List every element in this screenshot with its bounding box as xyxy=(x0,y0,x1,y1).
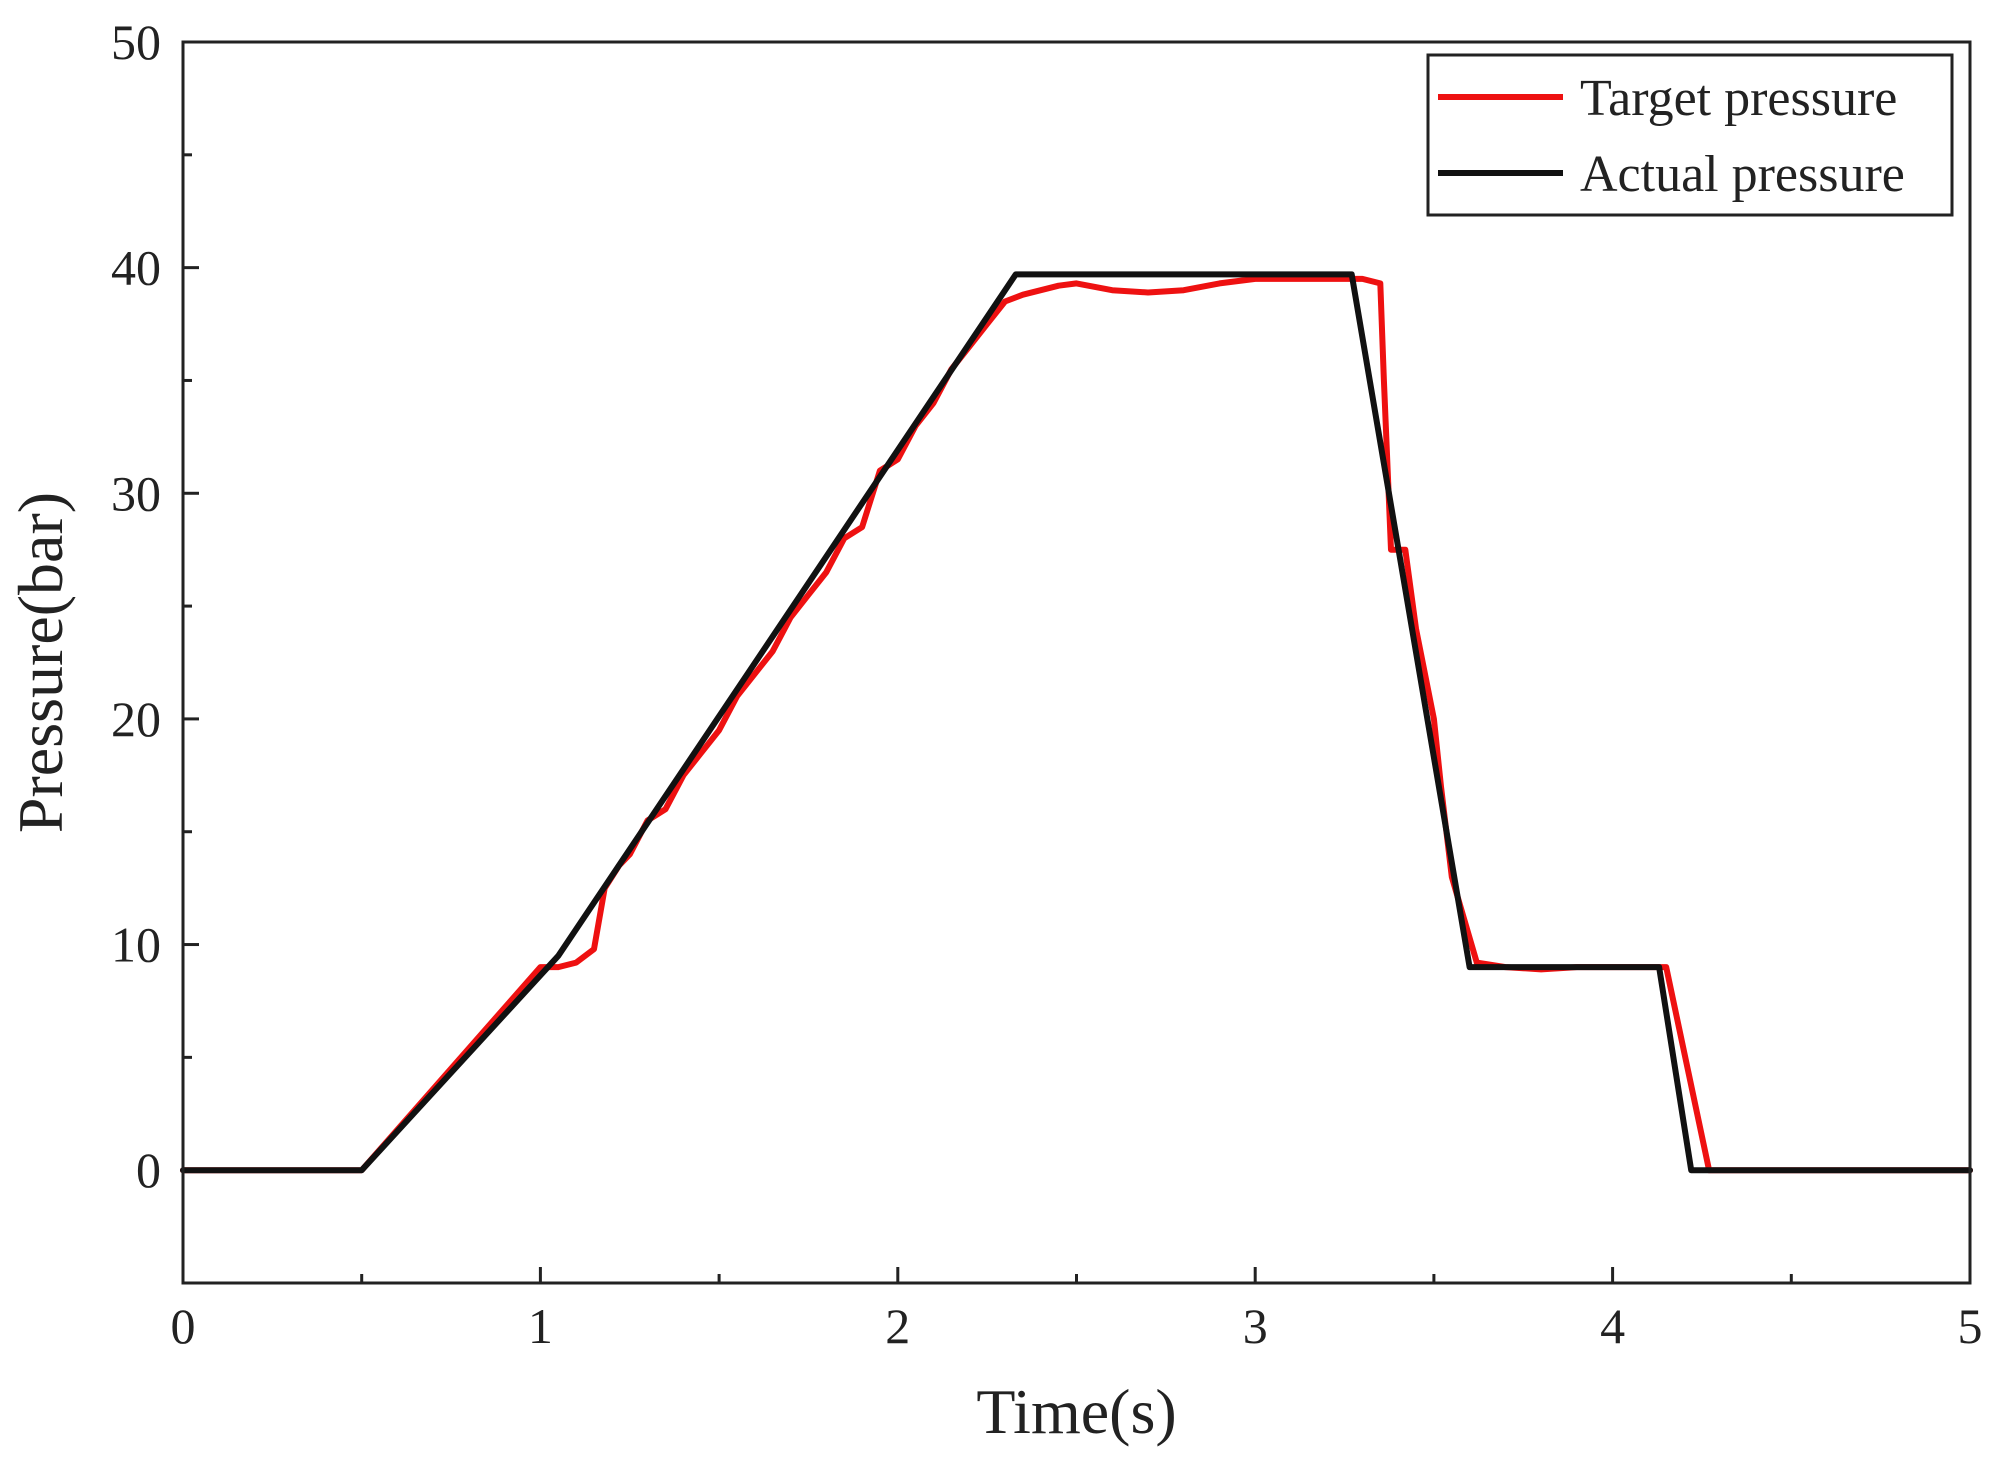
y-tick-label: 0 xyxy=(136,1142,161,1198)
y-tick-label: 30 xyxy=(111,465,161,521)
y-tick-label: 50 xyxy=(111,14,161,70)
x-tick-label: 5 xyxy=(1958,1298,1983,1354)
legend-label-target-pressure: Target pressure xyxy=(1580,70,1897,127)
y-axis-title: Pressure(bar) xyxy=(5,492,76,833)
series-line-target-pressure xyxy=(180,275,1973,1174)
y-tick-label: 10 xyxy=(111,917,161,973)
x-tick-label: 4 xyxy=(1600,1298,1625,1354)
x-tick-label: 0 xyxy=(171,1298,196,1354)
legend: Target pressure Actual pressure xyxy=(1426,53,1954,217)
legend-label-actual-pressure: Actual pressure xyxy=(1580,146,1905,203)
x-tick-label: 1 xyxy=(528,1298,553,1354)
legend-box xyxy=(1426,53,1954,217)
x-axis-title: Time(s) xyxy=(976,1376,1176,1447)
series-layer xyxy=(180,271,1973,1174)
plot-frame xyxy=(181,40,1972,1285)
x-tick-label: 2 xyxy=(885,1298,910,1354)
series-line-actual-pressure xyxy=(180,271,1973,1174)
y-tick-label: 20 xyxy=(111,691,161,747)
y-tick-label: 40 xyxy=(111,240,161,296)
x-tick-label: 3 xyxy=(1243,1298,1268,1354)
